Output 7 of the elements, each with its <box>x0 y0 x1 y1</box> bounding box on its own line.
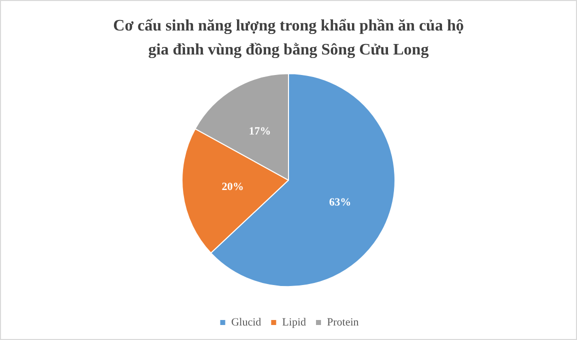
data-label: 17% <box>248 126 271 138</box>
legend-label: Protein <box>326 316 360 328</box>
data-label: 20% <box>222 181 244 194</box>
legend-label: Glucid <box>231 316 262 328</box>
chart-title: Cơ cấu sinh năng lượng trong khẩu phần ăn của hộ gia đình vùng đồng bằng Sông Cửu Long <box>113 18 464 58</box>
data-label: 63% <box>329 196 352 208</box>
legend-label: Lipid <box>282 316 306 328</box>
